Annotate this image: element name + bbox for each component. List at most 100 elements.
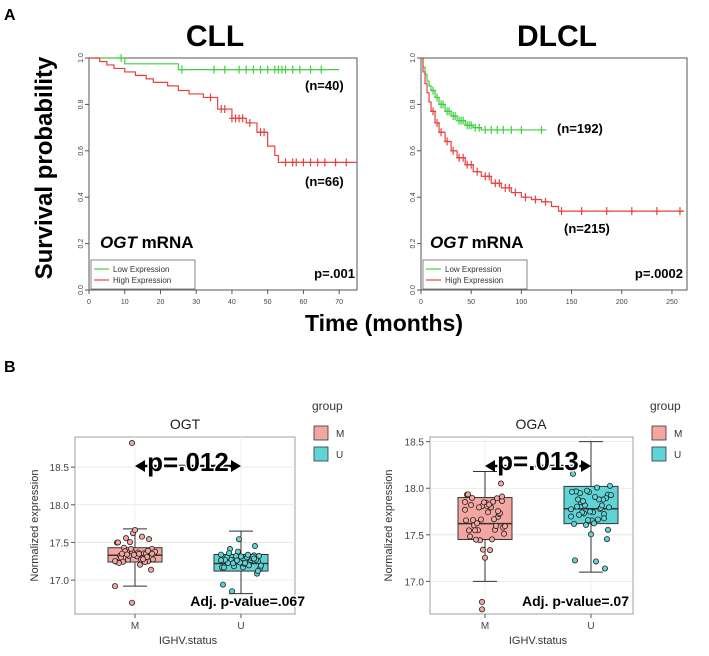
plot-frame [420, 57, 688, 291]
censor-mark [468, 121, 475, 130]
oga-boxplot-chart: OGA 17.0 17.5 18.0 18.5 Normalized expression… [383, 399, 682, 647]
data-point [131, 526, 138, 533]
x-tick-label: 250 [666, 299, 678, 306]
censor-mark [440, 100, 447, 109]
legend-swatch [651, 446, 667, 462]
legend-entry: U [674, 450, 681, 461]
data-point [481, 554, 488, 561]
data-point [123, 535, 130, 542]
censor-mark [246, 118, 253, 127]
x-axis-label: IGHV.status [509, 635, 568, 647]
censor-mark [282, 158, 289, 167]
data-point [576, 511, 583, 518]
censor-mark [178, 65, 185, 74]
data-point [488, 536, 495, 543]
censor-mark [538, 125, 545, 134]
censor-mark [332, 158, 339, 167]
censor-mark [211, 65, 218, 74]
data-point [568, 506, 575, 513]
outlier-point [478, 606, 485, 613]
data-point [112, 583, 119, 590]
data-point [244, 551, 251, 558]
data-point [144, 547, 151, 554]
data-point [466, 533, 473, 540]
censor-mark [518, 125, 525, 134]
censor-mark [314, 158, 321, 167]
y-tick-label: 0.4 [410, 192, 417, 202]
data-point [569, 488, 576, 495]
data-point [599, 502, 606, 509]
data-point [130, 551, 137, 558]
legend-box [422, 259, 528, 290]
censor-mark [532, 195, 539, 204]
x-tick-label: 100 [516, 299, 528, 306]
ogt-boxplot-chart: OGT 17.0 17.5 18.0 18.5 Normalized expression… [29, 399, 344, 647]
x-tick-label: 30 [192, 299, 200, 306]
legend-box [90, 259, 196, 290]
censor-mark [450, 146, 457, 155]
legend-swatch [313, 446, 329, 462]
y-tick-label: 0.6 [78, 146, 85, 156]
data-point [486, 547, 493, 554]
data-point [462, 517, 469, 524]
y-tick-label: 0.6 [410, 146, 417, 156]
data-point [608, 492, 615, 499]
y-tick-label: 0.2 [78, 239, 85, 249]
outlier-point [128, 599, 135, 606]
sample-size-label: (n=66) [305, 174, 344, 189]
legend-swatch [651, 425, 667, 441]
data-point [220, 564, 227, 571]
legend-entry: M [336, 429, 344, 440]
censor-mark [257, 65, 264, 74]
y-tick-label: 17.5 [50, 538, 70, 549]
cll-survival-chart: CLL 0.0 0.2 0.4 0.6 0.8 1.0 0 10 20 30 40 50 60 70 (n=4… [78, 20, 358, 306]
y-tick-label: 17.0 [405, 577, 425, 588]
x-tick-label: 60 [300, 299, 308, 306]
outlier-point [478, 598, 485, 605]
censor-mark [434, 118, 441, 127]
data-point [112, 558, 119, 565]
x-tick-label: 0 [419, 299, 423, 306]
x-tick-label: M [131, 621, 139, 632]
data-point [471, 527, 478, 534]
y-tick-label: 18.0 [405, 484, 425, 495]
x-tick-label: 10 [121, 299, 129, 306]
data-point [587, 508, 594, 515]
y-tick-label: 1.0 [410, 53, 417, 63]
km-curve-high [421, 57, 684, 212]
data-point [135, 550, 142, 557]
data-point [490, 516, 497, 523]
panel-b-label: B [4, 359, 16, 376]
data-point [606, 504, 613, 511]
data-point [124, 551, 131, 558]
censor-mark [307, 158, 314, 167]
censor-mark [438, 128, 445, 137]
data-point [217, 557, 224, 564]
censor-mark [321, 158, 328, 167]
x-tick-label: 150 [566, 299, 578, 306]
data-point [473, 520, 480, 527]
censor-mark [118, 54, 125, 62]
censor-mark [542, 197, 549, 206]
x-tick-label: 40 [228, 299, 236, 306]
data-point [607, 482, 614, 489]
legend-entry: Low Expression [113, 265, 169, 274]
data-point [580, 498, 587, 505]
data-point [604, 536, 611, 543]
x-tick-label: M [481, 621, 489, 632]
censor-mark [488, 125, 495, 134]
data-point [592, 493, 599, 500]
censor-mark [430, 107, 437, 116]
censor-mark [676, 207, 683, 216]
censor-mark [506, 183, 513, 192]
data-point [575, 496, 582, 503]
censor-mark [512, 188, 519, 197]
censor-mark [476, 123, 483, 132]
data-point [498, 493, 505, 500]
adjusted-p-value: Adj. p-value=.07 [522, 593, 629, 609]
data-point [472, 536, 479, 543]
data-point [605, 526, 612, 533]
data-point [480, 499, 487, 506]
data-point [250, 555, 257, 562]
censor-mark [300, 158, 307, 167]
